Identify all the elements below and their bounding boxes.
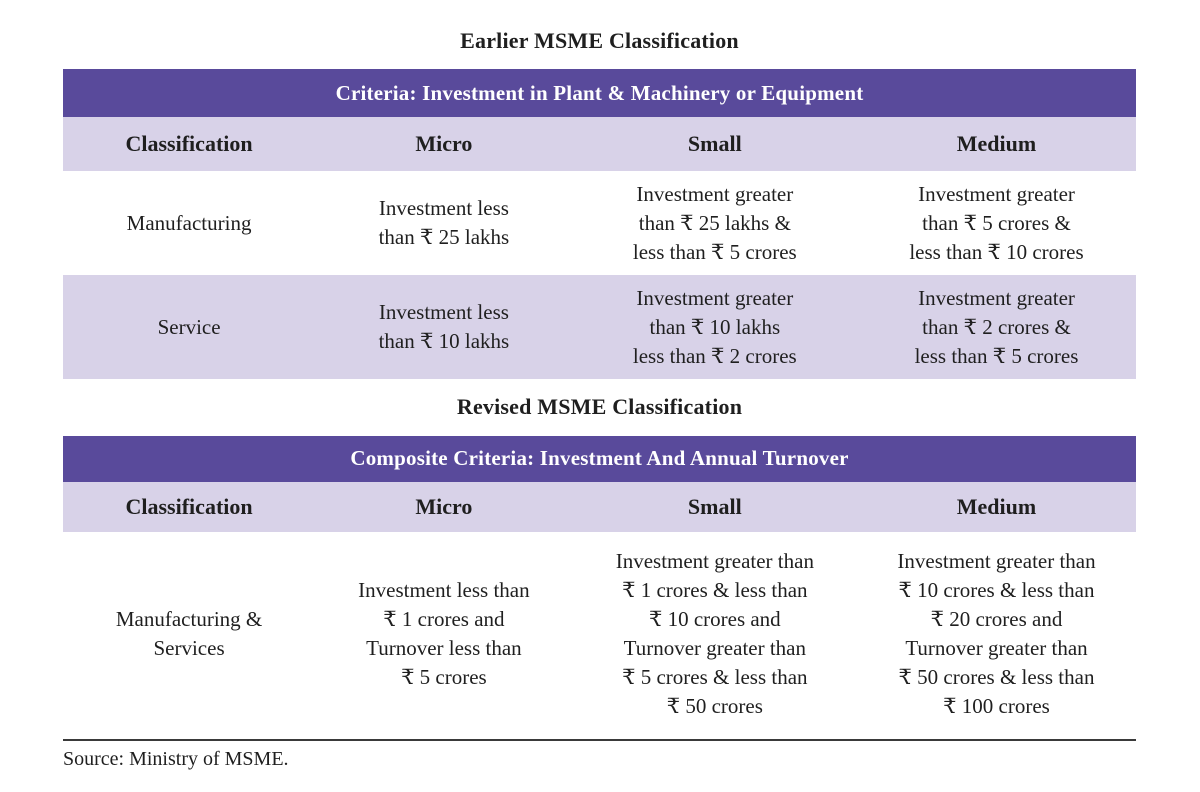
revised-column-header-medium: Medium (857, 481, 1136, 532)
earlier-column-header-classification: Classification (63, 117, 316, 172)
table-row-service: Service Investment less than ₹ 10 lakhs … (63, 275, 1136, 380)
medium-criteria-cell: Investment greater than ₹ 2 crores & les… (914, 285, 1079, 368)
msme-classification-document: Earlier MSME Classification Criteria: In… (63, 28, 1136, 771)
table-row-manufacturing-services: Manufacturing & Services Investment less… (63, 531, 1136, 736)
micro-criteria-cell: Investment less than ₹ 10 lakhs (378, 300, 510, 354)
revised-column-header-micro: Micro (315, 481, 573, 532)
earlier-column-header-small: Small (572, 117, 857, 172)
source-note: Source: Ministry of MSME. (63, 738, 1136, 771)
classification-cell: Manufacturing (126, 210, 252, 235)
classification-cell: Manufacturing & Services (115, 606, 263, 660)
earlier-criteria-banner: Criteria: Investment in Plant & Machiner… (63, 69, 1136, 118)
small-criteria-cell: Investment greater than ₹ 1 crores & les… (615, 548, 814, 718)
revised-criteria-banner-row: Composite Criteria: Investment And Annua… (63, 435, 1136, 482)
earlier-column-header-medium: Medium (857, 117, 1136, 172)
earlier-column-header-micro: Micro (315, 117, 573, 172)
medium-criteria-cell: Investment greater than ₹ 10 crores & le… (897, 548, 1096, 718)
earlier-criteria-banner-row: Criteria: Investment in Plant & Machiner… (63, 69, 1136, 118)
classification-cell: Service (157, 314, 221, 339)
revised-column-header-small: Small (572, 481, 857, 532)
revised-msme-table: Composite Criteria: Investment And Annua… (63, 435, 1136, 736)
small-criteria-cell: Investment greater than ₹ 25 lakhs & les… (632, 181, 797, 264)
medium-criteria-cell: Investment greater than ₹ 5 crores & les… (909, 181, 1084, 264)
small-criteria-cell: Investment greater than ₹ 10 lakhs less … (632, 285, 797, 368)
revised-column-header-row: Classification Micro Small Medium (63, 481, 1136, 532)
revised-criteria-banner: Composite Criteria: Investment And Annua… (63, 435, 1136, 482)
micro-criteria-cell: Investment less than ₹ 1 crores and Turn… (358, 577, 530, 689)
earlier-msme-table: Criteria: Investment in Plant & Machiner… (63, 69, 1136, 380)
micro-criteria-cell: Investment less than ₹ 25 lakhs (378, 196, 510, 250)
revised-table-title: Revised MSME Classification (456, 394, 743, 420)
table-row-manufacturing: Manufacturing Investment less than ₹ 25 … (63, 171, 1136, 276)
earlier-table-title: Earlier MSME Classification (460, 28, 739, 53)
earlier-column-header-row: Classification Micro Small Medium (63, 117, 1136, 172)
revised-column-header-classification: Classification (63, 481, 316, 532)
